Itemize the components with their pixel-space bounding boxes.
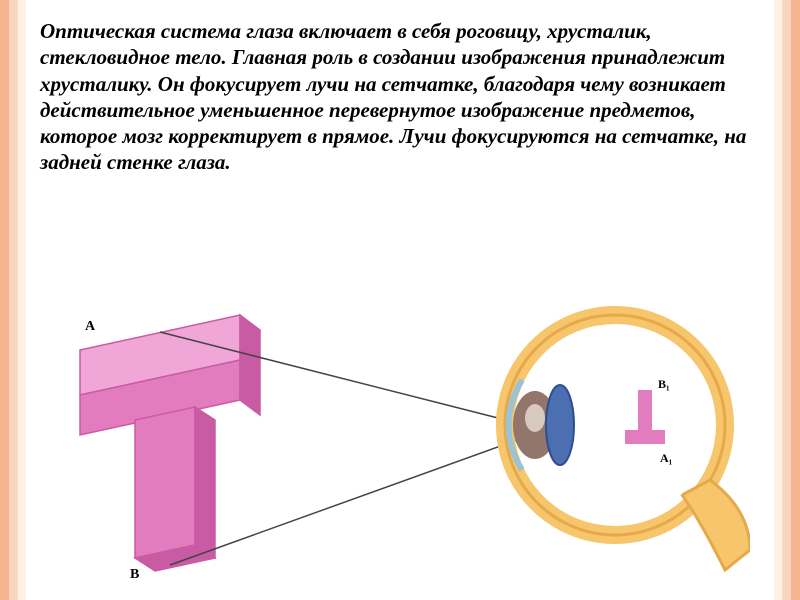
slide: Оптическая система глаза включает в себя… bbox=[0, 0, 800, 600]
eye-optics-figure: А В bbox=[60, 280, 750, 580]
right-border-stripes bbox=[774, 0, 800, 600]
label-b1: В₁ bbox=[658, 377, 670, 391]
label-b: В bbox=[130, 567, 139, 580]
object-letter-t bbox=[80, 315, 260, 571]
left-border-stripes bbox=[0, 0, 26, 600]
label-a1: А₁ bbox=[660, 451, 673, 465]
body-paragraph: Оптическая система глаза включает в себя… bbox=[40, 18, 760, 176]
label-a: А bbox=[85, 319, 96, 334]
